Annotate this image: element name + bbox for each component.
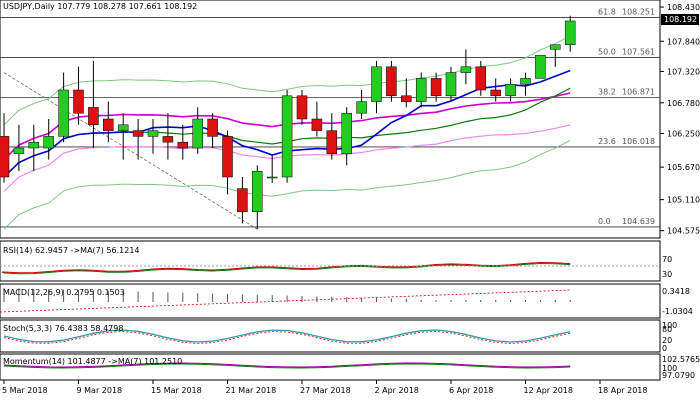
- candle-body: [341, 112, 352, 155]
- stoch-label: Stoch(5,3,3) 76.4383 58.4798: [3, 324, 123, 333]
- sub-axis-label: 30: [662, 270, 672, 279]
- time-tick-label: 5 Mar 2018: [2, 386, 48, 395]
- candle-body: [445, 72, 457, 97]
- sub-axis-label: 0.3418: [662, 287, 690, 296]
- sub-indicators: 70300.3418-1.030410080200102.576510097.0…: [0, 255, 700, 380]
- price-tick-label: 107.840: [667, 37, 700, 46]
- candle-body: [88, 107, 99, 126]
- candle-body: [13, 147, 25, 155]
- candle-body: [311, 118, 323, 131]
- candle-body: [296, 95, 308, 120]
- candle-body: [192, 118, 203, 149]
- candle-body: [371, 66, 382, 102]
- price-tick-label: 105.110: [667, 196, 700, 205]
- rsi-label: RSI(14) 62.9457 ->MA(7) 56.1214: [3, 246, 140, 255]
- momentum-ma-line: [3, 363, 571, 369]
- candle-body: [520, 78, 531, 85]
- fib-price-label: 106.871: [622, 87, 655, 96]
- macd-pane: [0, 283, 661, 319]
- fib-level-label: 0.0: [598, 217, 611, 226]
- price-tick-label: 104.575: [667, 227, 700, 236]
- momentum-line: [3, 362, 571, 368]
- candle-body: [43, 136, 54, 149]
- time-tick-label: 15 Mar 2018: [151, 386, 202, 395]
- candle-body: [252, 170, 263, 213]
- time-axis: 5 Mar 2018 9 Mar 2018 15 Mar 2018 21 Mar 20…: [2, 380, 647, 395]
- candle-body: [73, 89, 84, 114]
- candle-body: [207, 118, 218, 137]
- candle-body: [535, 54, 546, 79]
- fib-level-label: 38.2: [598, 87, 616, 96]
- candle-body: [117, 124, 129, 131]
- candles: [0, 15, 576, 230]
- macd-label: MACD(12,26,9) 0.2795 0.1503: [3, 288, 125, 297]
- candle-body: [28, 141, 40, 149]
- candle-body: [0, 136, 10, 178]
- macd-signal: [0, 289, 571, 313]
- candle-body: [386, 66, 397, 97]
- time-tick-label: 9 Mar 2018: [77, 386, 123, 395]
- sub-axis-label: 97.0790: [662, 371, 695, 380]
- fib-level-label: 23.6: [598, 137, 616, 146]
- fib-price-label: 106.018: [622, 137, 655, 146]
- time-tick-label: 18 Apr 2018: [598, 386, 647, 395]
- price-tick-label: 105.670: [667, 163, 700, 172]
- time-tick-label: 12 Apr 2018: [524, 386, 573, 395]
- candle-body: [266, 176, 278, 179]
- candle-body: [58, 89, 69, 137]
- price-tick-label: 108.430: [667, 3, 700, 12]
- candle-body: [460, 66, 472, 73]
- last-price: 108.192: [664, 15, 697, 24]
- fib-level-label: 50.0: [598, 47, 616, 56]
- symbol-header: USDJPY,Daily 107.779 108.278 107.661 108…: [3, 2, 197, 11]
- candle-body: [222, 136, 233, 178]
- time-tick-label: 21 Mar 2018: [226, 386, 277, 395]
- candle-body: [430, 78, 442, 97]
- sub-axis-label: 100: [662, 364, 677, 373]
- fib-price-label: 107.561: [622, 47, 655, 56]
- sub-axis-label: 100: [662, 321, 677, 330]
- sub-axis-label: 80: [662, 325, 672, 334]
- candle-body: [490, 89, 501, 97]
- fib-price-label: 108.251: [622, 7, 655, 16]
- rsi-line: [2, 261, 571, 274]
- candle-body: [132, 130, 144, 137]
- bollinger-lower: [3, 139, 571, 230]
- fib-price-label: 104.639: [622, 217, 655, 226]
- price-pane: [0, 0, 661, 239]
- price-tick-label: 107.320: [667, 67, 700, 76]
- momentum-label: Momentum(14) 101.4877 ->MA(7) 101.2510: [3, 357, 182, 366]
- candle-body: [281, 95, 293, 178]
- candle-body: [415, 78, 427, 102]
- time-tick-label: 6 Apr 2018: [449, 386, 493, 395]
- candle-body: [550, 44, 561, 50]
- time-tick-label: 27 Mar 2018: [300, 386, 351, 395]
- candle-body: [475, 66, 487, 91]
- sub-axis-label: -1.0304: [662, 307, 693, 316]
- sub-axis-label: 102.5765: [662, 355, 700, 364]
- rsi-pane: [0, 240, 661, 282]
- candle-body: [147, 130, 159, 137]
- candle-body: [505, 83, 516, 97]
- price-axis: 108.430 107.840 107.320 106.780 106.250 105.6…: [660, 3, 700, 236]
- candle-body: [564, 20, 576, 46]
- candle-body: [177, 141, 189, 149]
- time-tick-label: 2 Apr 2018: [375, 386, 419, 395]
- sub-axis-label: 70: [662, 255, 672, 264]
- candle-body: [326, 130, 338, 155]
- price-tick-label: 106.780: [667, 99, 700, 108]
- candle-body: [162, 136, 174, 143]
- fib-level-label: 61.8: [598, 7, 616, 16]
- stoch-k-line: [3, 329, 571, 343]
- price-tick-label: 106.250: [667, 130, 700, 139]
- candle-body: [401, 95, 412, 102]
- sub-axis-label: 0: [662, 344, 667, 353]
- candle-body: [356, 101, 367, 114]
- sub-axis-label: 20: [662, 336, 672, 345]
- candle-body: [237, 188, 248, 213]
- last-price-badge: [661, 14, 699, 25]
- candle-body: [103, 118, 114, 131]
